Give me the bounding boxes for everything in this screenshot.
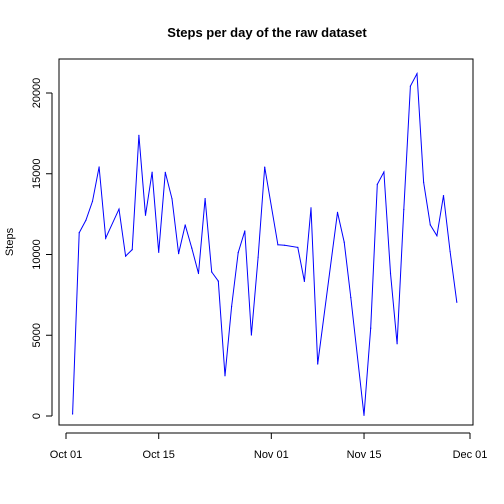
y-tick-label: 20000 xyxy=(31,78,43,109)
data-point xyxy=(336,211,339,213)
y-axis-label: Steps xyxy=(4,227,16,256)
x-tick-label: Oct 15 xyxy=(143,449,175,461)
series-line xyxy=(72,71,458,416)
x-axis: Oct 01 Oct 15 Nov 01 Nov 15 Dec 01 xyxy=(50,432,488,461)
data-point xyxy=(237,252,239,254)
data-point xyxy=(284,244,286,246)
data-point xyxy=(456,301,458,303)
x-tick-label: Dec 01 xyxy=(453,449,488,461)
data-point xyxy=(197,272,200,275)
data-point xyxy=(396,343,398,345)
data-point xyxy=(449,250,451,253)
data-point xyxy=(350,296,352,299)
data-point xyxy=(317,363,319,365)
data-point xyxy=(191,247,193,249)
x-tick-label: Nov 01 xyxy=(254,449,289,461)
data-point xyxy=(118,208,120,210)
plot-frame xyxy=(58,58,474,426)
data-point xyxy=(78,232,80,234)
data-point xyxy=(98,166,100,168)
data-point xyxy=(144,214,147,216)
data-point xyxy=(297,246,299,248)
data-point xyxy=(231,305,233,308)
data-point xyxy=(224,375,226,377)
data-point xyxy=(91,200,94,202)
data-point xyxy=(403,208,405,211)
data-point xyxy=(217,280,219,282)
data-point xyxy=(204,198,206,200)
chart-title: Steps per day of the raw dataset xyxy=(167,25,367,40)
data-point xyxy=(423,181,425,183)
data-point xyxy=(383,171,385,173)
data-point xyxy=(310,207,312,209)
data-point xyxy=(85,219,87,221)
series-group xyxy=(72,71,458,416)
data-point xyxy=(184,224,186,226)
data-point xyxy=(244,230,246,232)
y-tick-label: 5000 xyxy=(31,323,43,347)
data-point xyxy=(151,171,153,173)
data-point xyxy=(363,414,365,416)
data-point xyxy=(370,327,372,329)
data-point xyxy=(376,183,378,185)
data-point xyxy=(131,249,133,251)
x-tick-label: Oct 01 xyxy=(50,449,82,461)
data-point xyxy=(416,73,418,75)
data-point xyxy=(389,272,392,274)
x-tick-label: Nov 15 xyxy=(347,449,382,461)
data-point xyxy=(72,413,74,415)
y-tick-label: 15000 xyxy=(31,158,43,189)
data-point xyxy=(105,237,107,239)
data-point xyxy=(442,195,445,197)
data-point xyxy=(277,244,279,246)
data-point xyxy=(125,255,127,257)
y-axis: 0 5000 10000 15000 20000 xyxy=(31,78,53,419)
y-tick-label: 0 xyxy=(31,413,43,419)
data-point xyxy=(158,251,160,253)
data-point xyxy=(429,224,431,226)
y-tick-label: 10000 xyxy=(31,239,43,270)
data-point xyxy=(250,334,252,336)
data-point xyxy=(264,166,266,168)
data-point xyxy=(138,134,140,136)
data-point xyxy=(436,235,438,237)
data-point xyxy=(343,241,345,243)
data-point xyxy=(171,198,173,200)
data-point xyxy=(257,256,259,258)
data-point xyxy=(164,171,166,173)
data-point xyxy=(211,271,213,273)
data-point xyxy=(178,253,180,255)
data-point xyxy=(303,280,305,282)
data-point xyxy=(409,85,411,87)
